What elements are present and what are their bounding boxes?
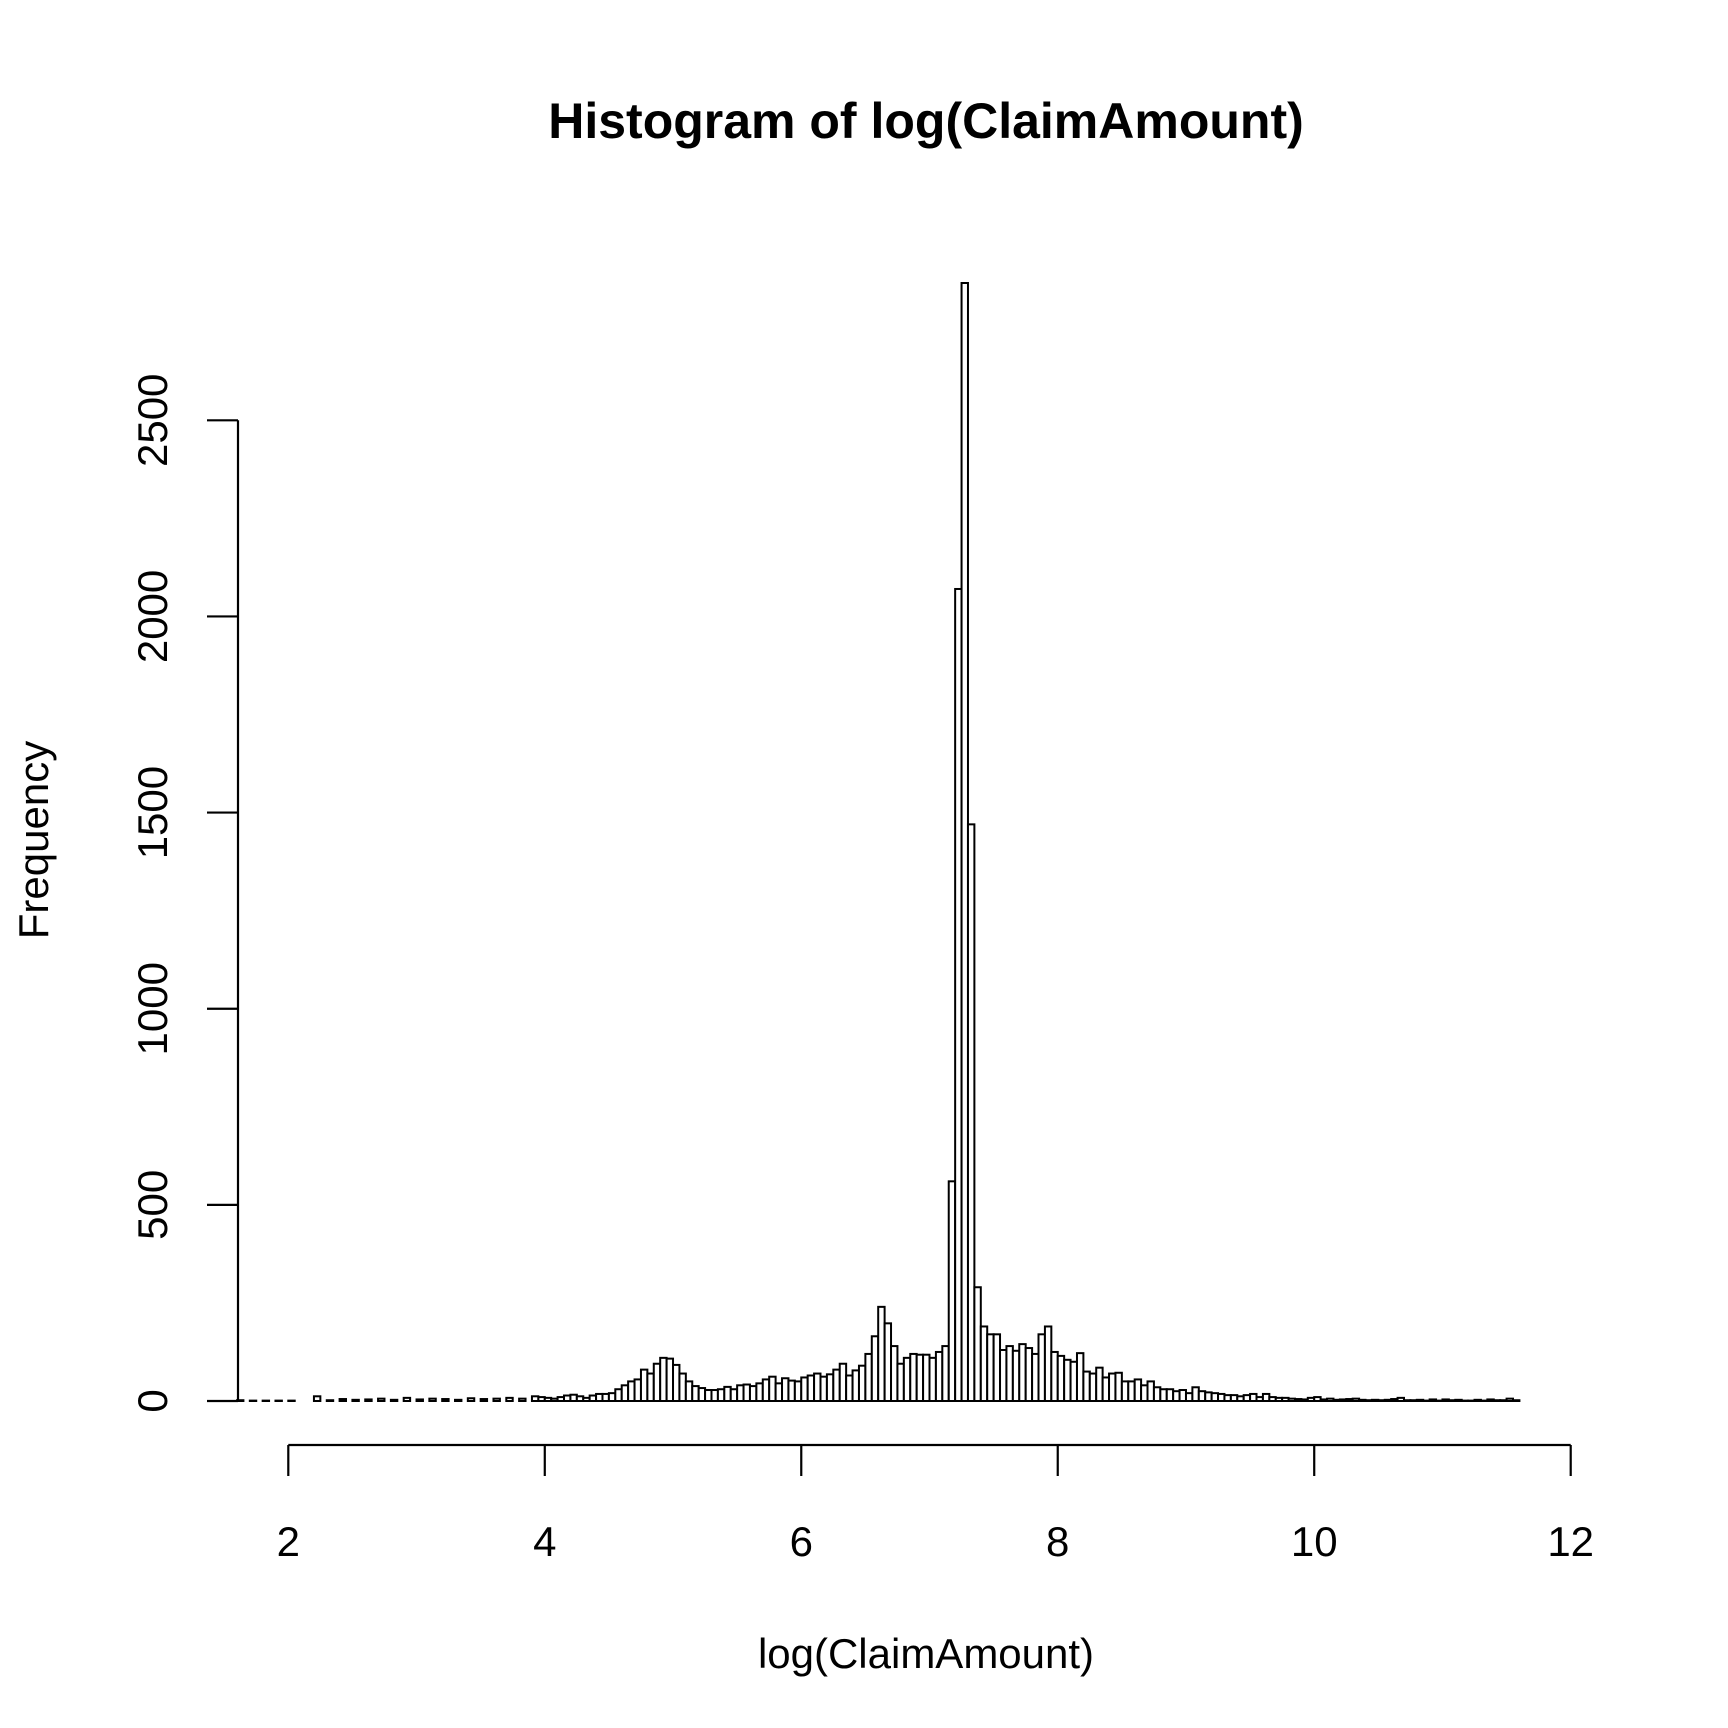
x-tick-label: 2 (277, 1518, 300, 1565)
histogram-bar (338, 1398, 347, 1403)
histogram-bar (389, 1398, 399, 1402)
y-tick-label: 500 (129, 1170, 176, 1240)
y-tick-label: 1500 (129, 766, 176, 859)
histogram-bar (325, 1399, 335, 1402)
histogram-bar (492, 1397, 501, 1403)
histogram-bar (236, 1399, 245, 1402)
histogram-bar (351, 1398, 360, 1402)
y-tick-label: 2000 (129, 570, 176, 663)
histogram-bar (479, 1398, 489, 1403)
histogram-bar (966, 823, 976, 1402)
histogram-bar (312, 1395, 322, 1403)
x-tick-label: 10 (1291, 1518, 1338, 1565)
histogram-bar (377, 1397, 386, 1403)
histogram-bar (441, 1398, 450, 1403)
histogram-bar (466, 1397, 476, 1402)
y-axis: 0 500 1000 1500 2000 2500 (129, 374, 240, 1413)
x-tick-label: 12 (1547, 1518, 1594, 1565)
histogram-bar (454, 1398, 463, 1402)
histogram-bar (518, 1397, 527, 1403)
histogram-bar (402, 1396, 412, 1402)
histogram-bar (1512, 1399, 1521, 1402)
y-tick-label: 0 (129, 1389, 176, 1412)
y-tick-label: 2500 (129, 374, 176, 467)
x-axis-label: log(ClaimAmount) (758, 1630, 1094, 1677)
chart-title: Histogram of log(ClaimAmount) (548, 93, 1304, 149)
x-tick-label: 4 (533, 1518, 556, 1565)
x-tick-label: 8 (1046, 1518, 1069, 1565)
x-tick-label: 6 (790, 1518, 813, 1565)
histogram-bar (415, 1398, 424, 1403)
y-tick-label: 1000 (129, 962, 176, 1055)
histogram-bar (364, 1398, 373, 1403)
histogram-bar (505, 1396, 514, 1402)
y-axis-label: Frequency (10, 741, 57, 939)
histogram-bar (428, 1397, 437, 1403)
histogram-bars (236, 282, 1521, 1403)
x-axis: 2 4 6 8 10 12 (277, 1443, 1594, 1565)
